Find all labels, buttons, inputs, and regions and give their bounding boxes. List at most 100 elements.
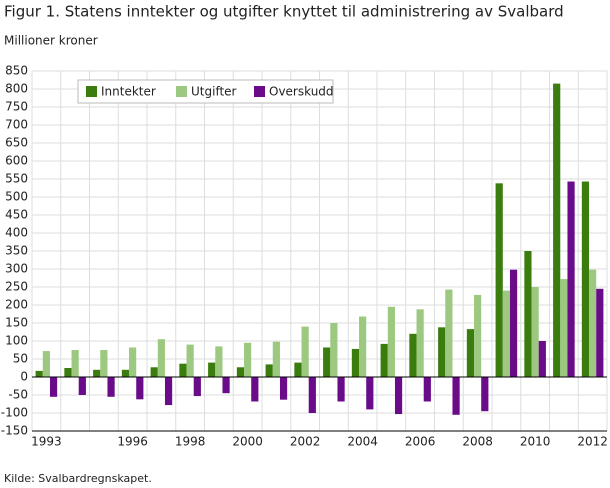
bar (351, 348, 360, 377)
bar (107, 377, 115, 397)
chart-title: Figur 1. Statens inntekter og utgifter k… (4, 3, 564, 21)
legend-swatch (254, 86, 265, 97)
bar (366, 377, 374, 410)
bar (337, 377, 345, 402)
y-tick-label: 600 (5, 154, 28, 168)
bar (596, 288, 604, 377)
bar (93, 369, 101, 377)
y-tick-label: 850 (5, 64, 28, 78)
y-tick-label: -150 (1, 424, 28, 438)
bar (330, 323, 338, 377)
bar (49, 377, 58, 397)
bar (100, 350, 108, 377)
y-tick-label: 500 (5, 190, 28, 204)
bar (524, 251, 532, 377)
x-tick-label: 1993 (31, 435, 62, 449)
bar (394, 377, 403, 415)
y-tick-label: 250 (5, 280, 28, 294)
x-tick-label: 2004 (347, 435, 378, 449)
bar (244, 342, 252, 377)
bar (438, 327, 446, 377)
bar (589, 269, 597, 377)
x-tick-label: 2010 (520, 435, 551, 449)
y-axis-label: Millioner kroner (4, 34, 98, 48)
bar (502, 290, 510, 377)
bar (157, 339, 165, 377)
bar (359, 316, 367, 377)
y-tick-label: 0 (20, 370, 28, 384)
bar (251, 377, 259, 402)
bar (279, 377, 288, 400)
y-tick-label: 50 (13, 352, 28, 366)
y-tick-label: 650 (5, 136, 28, 150)
legend-label: Overskudd (269, 85, 334, 99)
legend-swatch (176, 86, 187, 97)
bar (208, 362, 216, 377)
bar (265, 364, 273, 377)
bar (150, 367, 158, 377)
bar (236, 367, 245, 377)
y-tick-label: 150 (5, 316, 28, 330)
bar (71, 350, 79, 377)
y-tick-label: 200 (5, 298, 28, 312)
y-tick-label: 400 (5, 226, 28, 240)
legend-swatch (86, 86, 97, 97)
bar (466, 329, 475, 377)
bar (452, 377, 460, 415)
y-tick-label: 750 (5, 100, 28, 114)
bar (308, 377, 316, 413)
x-tick-label: 2000 (232, 435, 263, 449)
bar (531, 287, 539, 377)
bar (581, 181, 590, 377)
bar (222, 377, 230, 394)
bar (538, 341, 546, 377)
y-tick-label: 300 (5, 262, 28, 276)
bar (164, 377, 173, 406)
bar (294, 362, 302, 377)
source: Kilde: Svalbardregnskapet. (4, 472, 152, 485)
y-tick-label: 800 (5, 82, 28, 96)
legend-label: Utgifter (191, 85, 237, 99)
bar (121, 369, 130, 377)
bar (301, 326, 309, 377)
bar (495, 183, 503, 377)
bar (409, 333, 417, 377)
x-tick-label: 1996 (117, 435, 148, 449)
y-tick-label: 100 (5, 334, 28, 348)
bar (481, 377, 489, 412)
y-tick-label: 450 (5, 208, 28, 222)
x-tick-label: 2006 (405, 435, 436, 449)
x-tick-label: 2002 (290, 435, 321, 449)
bar (193, 377, 201, 397)
bar (215, 346, 223, 377)
x-tick-label: 1998 (175, 435, 206, 449)
bar (445, 289, 453, 377)
bar (387, 306, 395, 377)
x-tick-label: 2008 (462, 435, 493, 449)
y-tick-label: 350 (5, 244, 28, 258)
bar (323, 347, 331, 377)
y-tick-label: -50 (8, 388, 28, 402)
legend-label: Inntekter (101, 85, 156, 99)
bar (474, 294, 482, 377)
bar (509, 269, 518, 377)
bar (42, 351, 50, 377)
bar (64, 368, 72, 377)
legend-box (77, 79, 334, 104)
bar (179, 363, 187, 377)
y-tick-label: 550 (5, 172, 28, 186)
bar (35, 370, 43, 377)
bar (553, 83, 561, 377)
bar (272, 341, 280, 377)
bar (567, 181, 575, 377)
bar (423, 377, 431, 402)
bar (78, 377, 86, 395)
bar (129, 347, 137, 377)
bar (186, 344, 194, 377)
bar (136, 377, 144, 400)
y-tick-label: -100 (1, 406, 28, 420)
y-tick-label: 700 (5, 118, 28, 132)
bar (560, 279, 568, 377)
x-tick-label: 2012 (577, 435, 608, 449)
